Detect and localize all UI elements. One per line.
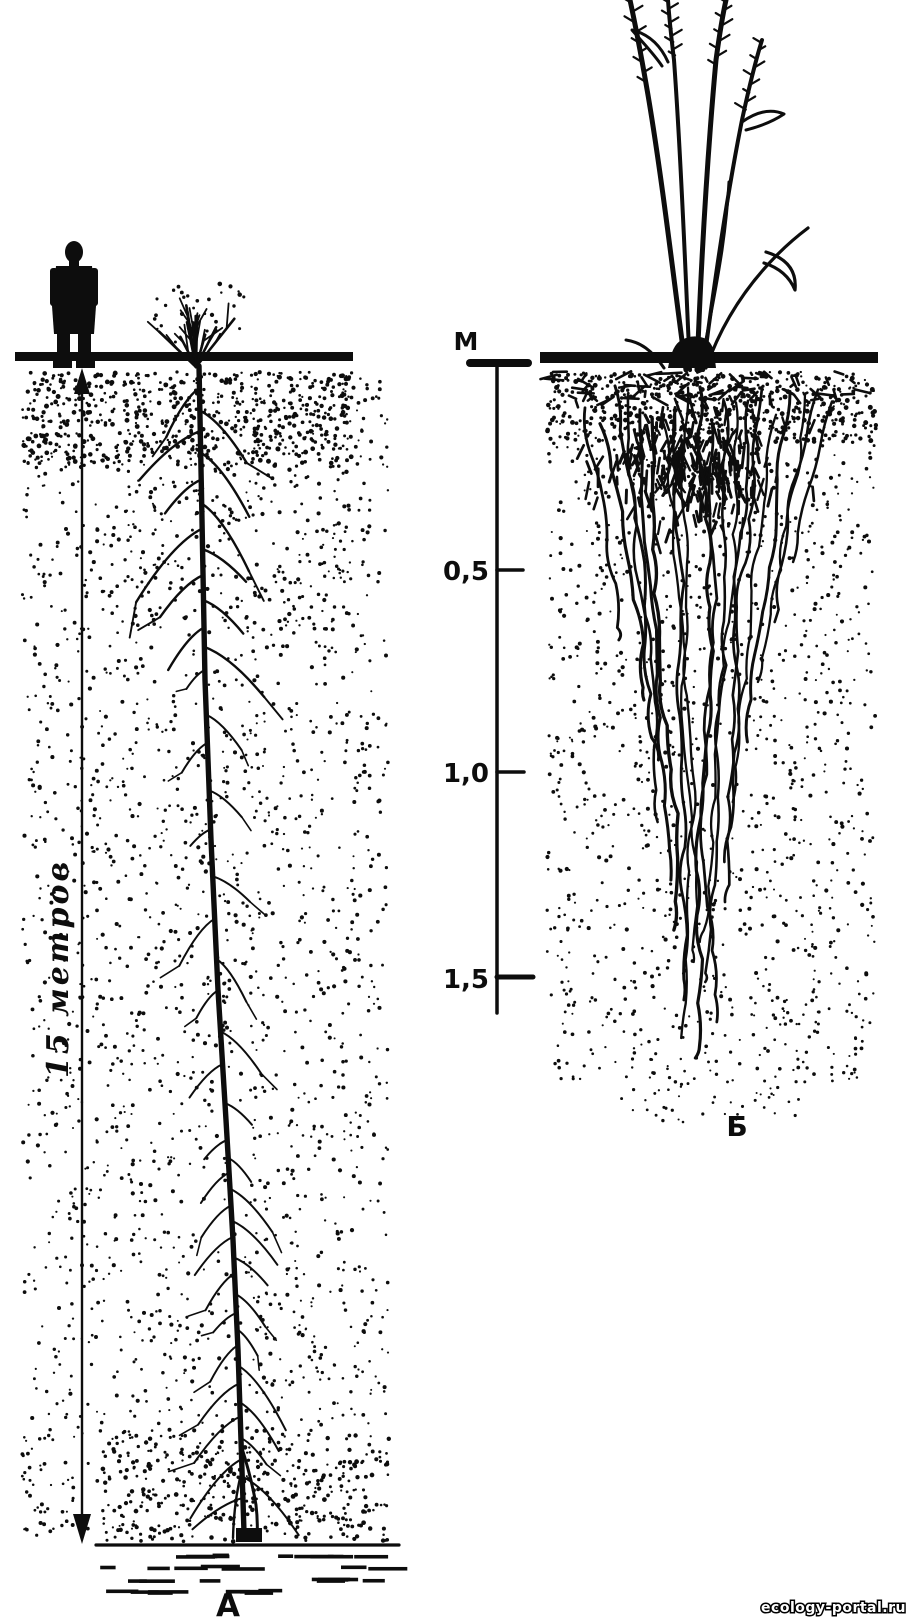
water-dashes — [100, 1553, 408, 1595]
depth-label: 15 метров — [41, 859, 76, 1078]
figure-a-label: А — [216, 1588, 240, 1618]
person-silhouette — [50, 241, 98, 368]
grass-plant — [623, 0, 810, 373]
scale-tick-label-15: 1,5 — [443, 965, 489, 995]
scale-tick-label-05: 0,5 — [443, 557, 489, 587]
scale-unit-label: М — [454, 327, 479, 356]
figure-a: 15 метров А — [15, 241, 408, 1618]
scale-tick-label-10: 1,0 — [443, 759, 489, 789]
shrub-silhouette — [146, 281, 246, 369]
depth-arrow-top-icon — [74, 368, 90, 394]
figure-b: М 0,5 1,0 1,5 Б — [443, 0, 879, 1143]
figure-b-label: Б — [726, 1110, 747, 1143]
meter-scale — [466, 359, 536, 1015]
depth-measure-line — [73, 368, 91, 1544]
soil-stipple-left — [20, 370, 391, 1544]
depth-arrow-bottom-icon — [73, 1514, 91, 1544]
watermark: ecology-portal.ru — [761, 1600, 906, 1616]
taproot — [128, 363, 300, 1542]
fibrous-roots — [539, 368, 872, 1060]
